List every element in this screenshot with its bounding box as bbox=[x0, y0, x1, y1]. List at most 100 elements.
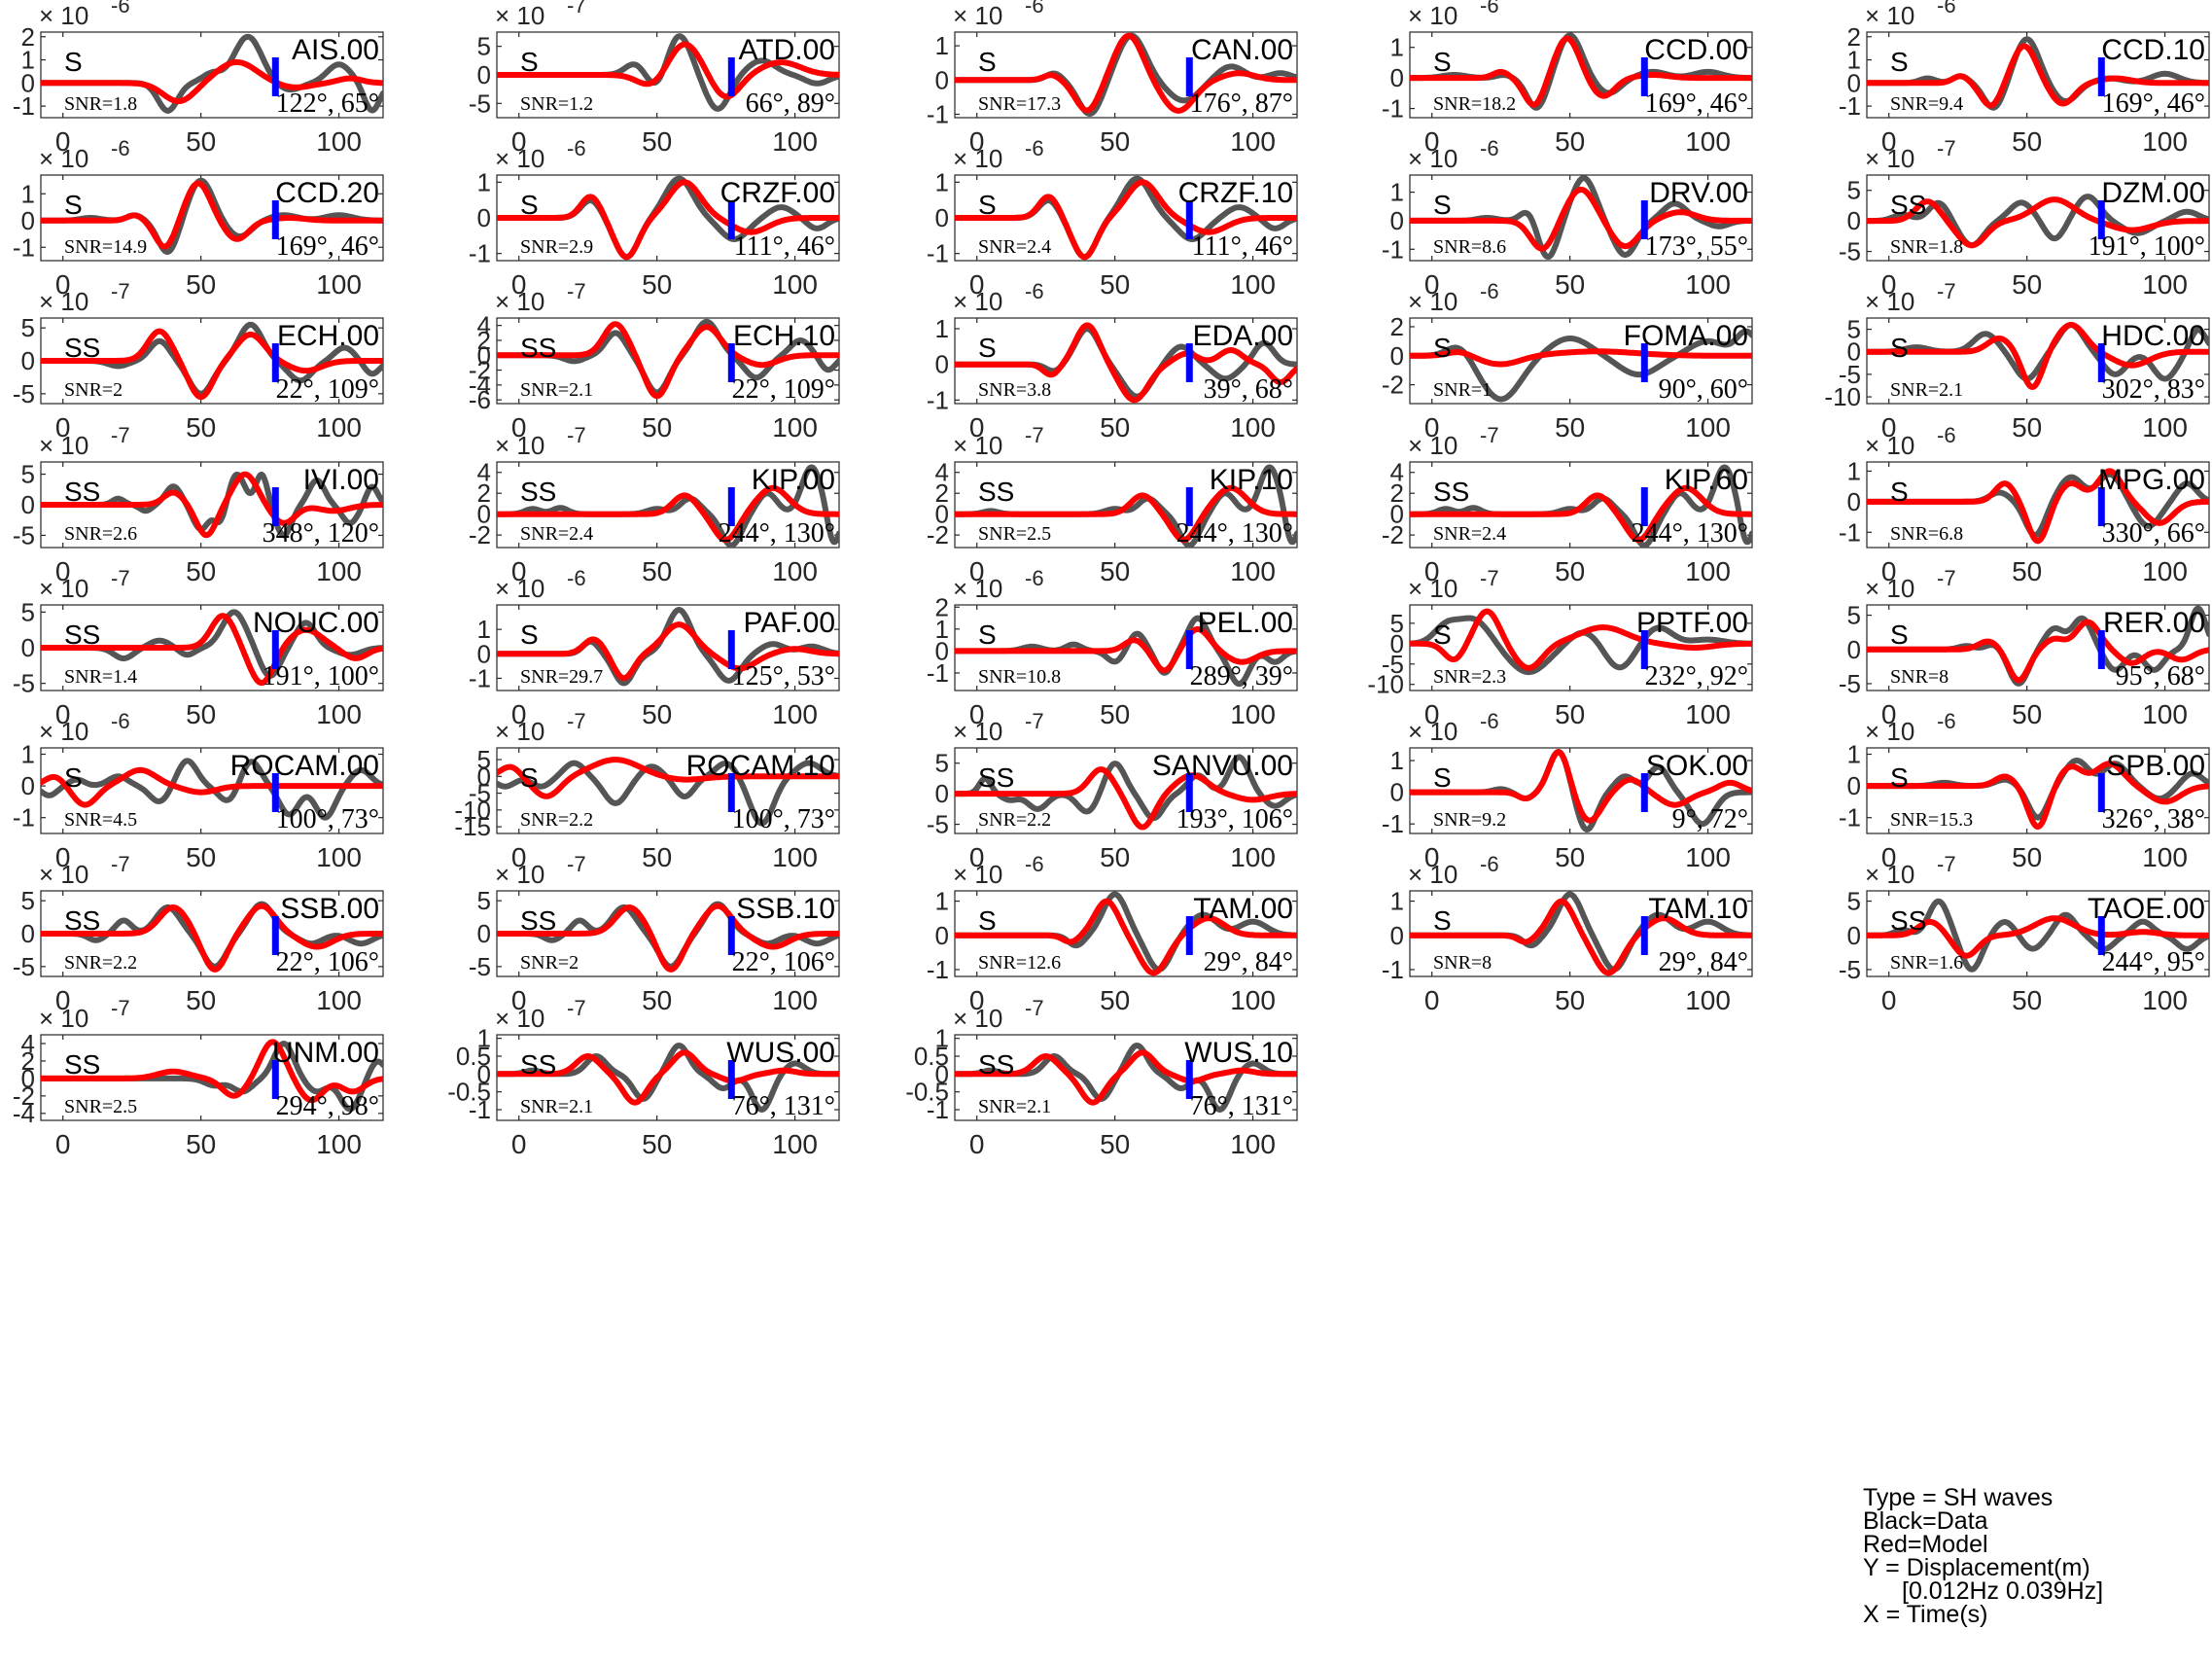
y-tick-label: -5 bbox=[13, 379, 35, 408]
snr-label: SNR=8 bbox=[1433, 952, 1492, 974]
y-tick-label: -1 bbox=[1839, 517, 1861, 547]
traces bbox=[497, 901, 839, 973]
traces bbox=[955, 322, 1297, 404]
x-tick-label: 0 bbox=[969, 412, 985, 443]
phase-label: S bbox=[1890, 477, 1909, 507]
y-tick-label: -1 bbox=[927, 99, 949, 128]
y-exponent-power: -6 bbox=[1480, 279, 1499, 303]
x-tick-label: 50 bbox=[1100, 985, 1130, 1015]
legend-xaxis: X = Time(s) bbox=[1863, 1601, 1988, 1628]
model-trace bbox=[497, 179, 839, 261]
phase-label: SS bbox=[64, 333, 100, 363]
legend-band: [0.012Hz 0.039Hz] bbox=[1902, 1577, 2104, 1605]
angle-label: 29°, 84° bbox=[1659, 947, 1748, 977]
y-tick-label: -2 bbox=[469, 356, 491, 385]
x-tick-label: 100 bbox=[772, 1129, 818, 1159]
y-exponent-power: -7 bbox=[1480, 566, 1499, 590]
y-exponent-base: × 10 bbox=[39, 144, 88, 173]
x-tick-label: 50 bbox=[1100, 842, 1130, 872]
snr-label: SNR=1 bbox=[1433, 379, 1492, 401]
x-tick-label: 100 bbox=[2142, 126, 2188, 157]
x-tick-label: 0 bbox=[1881, 699, 1897, 729]
x-tick-label: 50 bbox=[186, 556, 216, 586]
traces bbox=[1410, 891, 1752, 976]
y-tick-label: 4 bbox=[935, 458, 949, 487]
y-tick-label: 0 bbox=[21, 206, 35, 235]
y-exponent-base: × 10 bbox=[495, 431, 544, 460]
x-tick-label: 50 bbox=[1100, 126, 1130, 157]
x-tick-label: 0 bbox=[1881, 985, 1897, 1015]
y-tick-label: 1 bbox=[477, 167, 491, 196]
station-label: ECH.00 bbox=[277, 320, 379, 352]
angle-label: 125°, 53° bbox=[732, 661, 835, 691]
station-label: NOUC.00 bbox=[253, 607, 379, 639]
x-tick-label: 50 bbox=[2012, 842, 2042, 872]
x-tick-label: 50 bbox=[186, 1129, 216, 1159]
y-exponent-power: -6 bbox=[1025, 566, 1044, 590]
model-trace bbox=[1867, 322, 2209, 390]
y-tick-label: -1 bbox=[1382, 955, 1404, 984]
y-tick-label: -1 bbox=[927, 385, 949, 414]
y-tick-label: 5 bbox=[1390, 609, 1404, 638]
y-tick-label: 4 bbox=[21, 1029, 35, 1058]
y-tick-label: -5 bbox=[469, 952, 491, 981]
station-label: IVI.00 bbox=[303, 464, 379, 496]
snr-label: SNR=1.2 bbox=[520, 93, 593, 115]
station-label: PEL.00 bbox=[1198, 607, 1293, 639]
y-tick-label: 1 bbox=[1390, 887, 1404, 916]
y-exponent-power: -6 bbox=[111, 709, 130, 733]
station-label: WUS.00 bbox=[726, 1037, 835, 1069]
phase-label: S bbox=[1433, 905, 1452, 936]
y-tick-label: 1 bbox=[935, 1024, 949, 1053]
x-tick-label: 50 bbox=[186, 412, 216, 443]
station-label: CCD.10 bbox=[2101, 34, 2205, 66]
x-tick-label: 100 bbox=[316, 126, 362, 157]
station-label: ATD.00 bbox=[739, 34, 835, 66]
x-tick-label: 0 bbox=[1881, 842, 1897, 872]
axes-box bbox=[954, 747, 1298, 834]
y-tick-label: 0.5 bbox=[914, 1042, 949, 1071]
y-tick-label: 2 bbox=[1847, 22, 1861, 52]
angle-label: 22°, 109° bbox=[732, 374, 835, 405]
y-tick-label: 5 bbox=[477, 745, 491, 774]
angle-label: 22°, 106° bbox=[732, 947, 835, 977]
traces bbox=[497, 607, 839, 687]
y-exponent-power: -7 bbox=[1937, 279, 1956, 303]
x-tick-label: 50 bbox=[642, 699, 672, 729]
snr-label: SNR=2.5 bbox=[64, 1096, 137, 1117]
y-tick-label: 5 bbox=[21, 597, 35, 626]
y-exponent-power: -6 bbox=[1025, 279, 1044, 303]
y-tick-label: -15 bbox=[454, 812, 491, 841]
station-label: TAOE.00 bbox=[2088, 893, 2205, 925]
model-trace bbox=[955, 766, 1297, 831]
y-exponent-power: -6 bbox=[111, 0, 130, 18]
x-tick-label: 100 bbox=[2142, 842, 2188, 872]
legend: Type = SH waves Black=Data Red=Model Y =… bbox=[1863, 1486, 2104, 1628]
y-tick-label: -5 bbox=[1839, 360, 1861, 389]
snr-label: SNR=12.6 bbox=[978, 952, 1061, 974]
data-trace bbox=[1867, 322, 2209, 382]
y-exponent-power: -6 bbox=[567, 566, 586, 590]
traces bbox=[955, 1043, 1297, 1113]
x-tick-label: 50 bbox=[1555, 126, 1585, 157]
y-tick-label: 0 bbox=[935, 1059, 949, 1088]
x-tick-label: 50 bbox=[186, 842, 216, 872]
x-tick-label: 100 bbox=[2142, 556, 2188, 586]
y-exponent-power: -7 bbox=[567, 709, 586, 733]
x-tick-label: 50 bbox=[1555, 556, 1585, 586]
snr-label: SNR=1.8 bbox=[1890, 236, 1963, 258]
y-tick-label: -5 bbox=[13, 520, 35, 549]
y-tick-label: -4 bbox=[469, 371, 491, 400]
y-exponent-base: × 10 bbox=[1865, 144, 1914, 173]
y-exponent-base: × 10 bbox=[1865, 431, 1914, 460]
x-tick-label: 0 bbox=[1424, 269, 1440, 300]
x-tick-label: 0 bbox=[969, 269, 985, 300]
y-tick-label: 4 bbox=[477, 458, 491, 487]
x-tick-label: 50 bbox=[186, 269, 216, 300]
x-tick-label: 50 bbox=[1100, 699, 1130, 729]
x-tick-label: 100 bbox=[772, 985, 818, 1015]
